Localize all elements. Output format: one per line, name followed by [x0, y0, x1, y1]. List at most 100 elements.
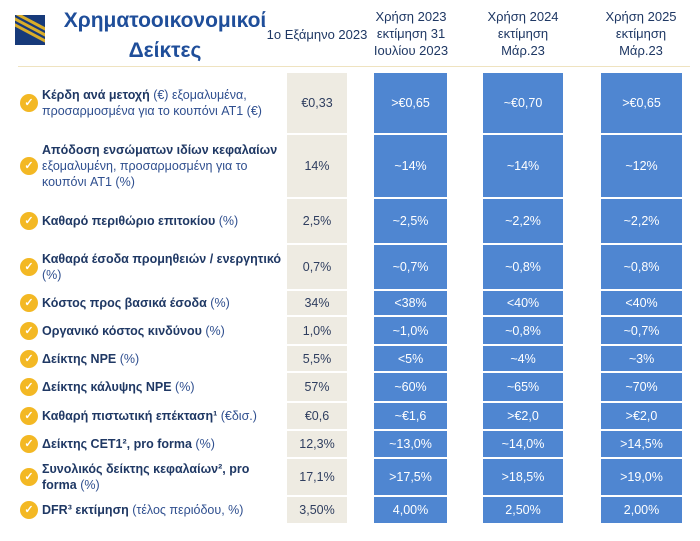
metric-label: Συνολικός δείκτης κεφαλαίων², pro forma …	[42, 458, 282, 496]
metric-unit: (€) εξομαλυμένα, προσαρμοσμένα για το κο…	[42, 88, 262, 118]
metric-label: Κέρδη ανά μετοχή (€) εξομαλυμένα, προσαρ…	[42, 72, 282, 134]
checkmark-icon: ✓	[20, 468, 38, 486]
metric-name: Κέρδη ανά μετοχή	[42, 88, 150, 102]
value-2024: <40%	[483, 291, 563, 315]
checkmark-icon: ✓	[20, 157, 38, 175]
value-2023: ~2,5%	[374, 199, 447, 243]
value-h1-2023: 5,5%	[287, 346, 347, 371]
value-2023: <5%	[374, 346, 447, 371]
value-2023: >17,5%	[374, 459, 447, 495]
metric-label: Καθαρό περιθώριο επιτοκίου (%)	[42, 198, 282, 244]
metric-name: Κόστος προς βασικά έσοδα	[42, 296, 207, 310]
value-2025: ~2,2%	[601, 199, 682, 243]
page-title: Χρηματοοικονομικοί Δείκτες	[63, 9, 267, 62]
value-2023: ~14%	[374, 135, 447, 197]
checkmark-icon: ✓	[20, 407, 38, 425]
value-h1-2023: 14%	[287, 135, 347, 197]
col-header-2023: Χρήση 2023 εκτίμηση 31 Ιουλίου 2023	[373, 9, 449, 58]
metric-unit: (%)	[116, 351, 140, 366]
value-2024: ~14%	[483, 135, 563, 197]
col-header-2024: Χρήση 2024 εκτίμηση Μάρ.23	[487, 9, 559, 58]
header-divider	[18, 66, 690, 67]
metric-label: Απόδοση ενσώματων ιδίων κεφαλαίων εξομαλ…	[42, 134, 282, 198]
metric-unit: (%)	[171, 380, 195, 394]
metric-name: Δείκτης NPE	[42, 351, 117, 366]
value-2023: >€0,65	[374, 73, 447, 133]
checkmark-icon: ✓	[20, 501, 38, 519]
metric-name: DFR³ εκτίμηση	[42, 503, 129, 517]
checkmark-icon: ✓	[20, 212, 38, 230]
value-2024: ~2,2%	[483, 199, 563, 243]
value-2023: <38%	[374, 291, 447, 315]
value-2025: ~70%	[601, 373, 682, 401]
checkmark-icon: ✓	[20, 349, 38, 368]
value-h1-2023: 57%	[287, 373, 347, 401]
metric-label: Δείκτης NPE (%)	[42, 345, 282, 372]
value-2025: ~3%	[601, 346, 682, 371]
value-2024: >€2,0	[483, 403, 563, 429]
metric-label: Κόστος προς βασικά έσοδα (%)	[42, 290, 282, 316]
value-2023: ~60%	[374, 373, 447, 401]
value-2025: >19,0%	[601, 459, 682, 495]
metric-name: Καθαρά έσοδα προμηθειών / ενεργητικό	[42, 252, 282, 266]
metric-name: Καθαρό περιθώριο επιτοκίου	[42, 214, 216, 228]
checkmark-icon: ✓	[20, 435, 38, 453]
col-header-h1-2023: 1ο Εξάμηνο 2023	[266, 27, 368, 42]
metric-label: Δείκτης κάλυψης NPE (%)	[42, 372, 282, 402]
value-2024: 2,50%	[483, 497, 563, 523]
table-row: ✓ Δείκτης κάλυψης NPE (%) 57% ~60% ~65% …	[0, 372, 700, 402]
value-h1-2023: €0,6	[287, 403, 347, 429]
table-row: ✓ Κέρδη ανά μετοχή (€) εξομαλυμένα, προσ…	[0, 72, 700, 134]
metric-unit: εξομαλυμένη, προσαρμοσμένη για το κουπόν…	[42, 159, 248, 189]
metric-name: Καθαρή πιστωτική επέκταση¹	[42, 409, 218, 423]
metric-label: Καθαρά έσοδα προμηθειών / ενεργητικό (%)	[42, 244, 282, 290]
table-row: ✓ Δείκτης CET1², pro forma (%) 12,3% ~13…	[0, 430, 700, 458]
value-2025: ~12%	[601, 135, 682, 197]
metric-name: Δείκτης κάλυψης NPE	[42, 380, 172, 394]
value-2023: ~13,0%	[374, 431, 447, 457]
checkmark-icon: ✓	[20, 321, 38, 340]
value-h1-2023: 3,50%	[287, 497, 347, 523]
metric-unit: (%)	[215, 214, 239, 228]
value-2025: ~0,8%	[601, 245, 682, 289]
metric-unit: (τέλος περιόδου, %)	[128, 503, 244, 517]
table-row: ✓ Κόστος προς βασικά έσοδα (%) 34% <38% …	[0, 290, 700, 316]
metric-unit: (%)	[76, 478, 100, 492]
value-h1-2023: 12,3%	[287, 431, 347, 457]
metric-label: Καθαρή πιστωτική επέκταση¹ (€δισ.)	[42, 402, 282, 430]
checkmark-icon: ✓	[20, 294, 38, 312]
value-h1-2023: 2,5%	[287, 199, 347, 243]
value-2025: >€0,65	[601, 73, 682, 133]
table-row: ✓ Καθαρά έσοδα προμηθειών / ενεργητικό (…	[0, 244, 700, 290]
value-2024: ~0,8%	[483, 245, 563, 289]
table-row: ✓ Συνολικός δείκτης κεφαλαίων², pro form…	[0, 458, 700, 496]
metric-name: Απόδοση ενσώματων ιδίων κεφαλαίων	[42, 143, 278, 157]
bank-logo	[15, 15, 45, 45]
value-h1-2023: 17,1%	[287, 459, 347, 495]
value-2025: >14,5%	[601, 431, 682, 457]
value-h1-2023: 34%	[287, 291, 347, 315]
value-2024: ~65%	[483, 373, 563, 401]
value-2024: ~14,0%	[483, 431, 563, 457]
value-2024: ~0,8%	[483, 317, 563, 344]
metric-name: Οργανικό κόστος κινδύνου	[42, 323, 202, 338]
metric-name: Δείκτης CET1², pro forma	[42, 437, 192, 451]
value-2023: ~1,0%	[374, 317, 447, 344]
value-h1-2023: 0,7%	[287, 245, 347, 289]
checkmark-icon: ✓	[20, 258, 38, 276]
table-row: ✓ Καθαρό περιθώριο επιτοκίου (%) 2,5% ~2…	[0, 198, 700, 244]
value-h1-2023: 1,0%	[287, 317, 347, 344]
value-2025: ~0,7%	[601, 317, 682, 344]
metric-label: DFR³ εκτίμηση (τέλος περιόδου, %)	[42, 496, 282, 524]
metric-unit: (%)	[191, 437, 215, 451]
value-2025: 2,00%	[601, 497, 682, 523]
metric-unit: (%)	[42, 268, 62, 282]
value-2024: ~4%	[483, 346, 563, 371]
checkmark-icon: ✓	[20, 378, 38, 396]
value-2023: ~0,7%	[374, 245, 447, 289]
metric-label: Οργανικό κόστος κινδύνου (%)	[42, 316, 282, 345]
table-row: ✓ Δείκτης NPE (%) 5,5% <5% ~4% ~3%	[0, 345, 700, 372]
metric-unit: (%)	[201, 323, 225, 338]
value-h1-2023: €0,33	[287, 73, 347, 133]
value-2024: ~€0,70	[483, 73, 563, 133]
